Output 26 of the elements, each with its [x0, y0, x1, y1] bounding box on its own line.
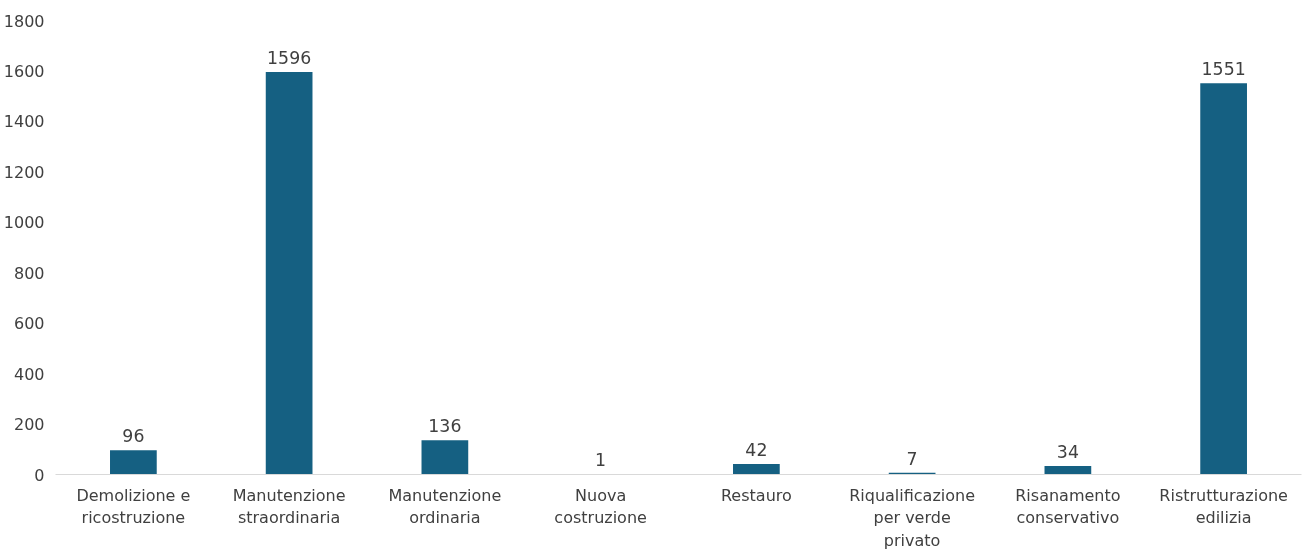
y-tick-label: 1200 [3, 162, 45, 182]
x-tick-label: Manutenzione ordinaria [388, 485, 502, 528]
x-tick-label: Demolizione e ricostruzione [76, 485, 191, 528]
y-tick-label: 600 [13, 314, 45, 334]
x-tick-label: Restauro [720, 485, 792, 505]
data-label: 42 [745, 439, 768, 460]
x-tick-label: Riqualificazione per verde privato [849, 485, 976, 551]
x-tick-label: Ristrutturazione edilizia [1159, 485, 1288, 528]
y-tick-label: 800 [13, 263, 45, 283]
x-tick-label: Nuova costruzione [554, 485, 647, 528]
data-label: 96 [122, 426, 145, 447]
data-label: 136 [428, 416, 462, 437]
y-tick-label: 400 [13, 364, 45, 384]
data-label: 1551 [1201, 59, 1246, 80]
data-label: 34 [1056, 441, 1079, 462]
data-label: 7 [906, 448, 918, 469]
x-tick-label: Manutenzione straordinaria [232, 485, 346, 528]
data-label: 1596 [267, 47, 312, 68]
y-tick-label: 1000 [3, 213, 45, 233]
y-tick-label: 1800 [3, 11, 45, 31]
y-tick-label: 1600 [3, 61, 45, 81]
y-tick-label: 200 [13, 415, 45, 435]
x-tick-label: Risanamento conservativo [1015, 485, 1121, 528]
y-tick-label: 0 [34, 465, 45, 485]
y-tick-label: 1400 [3, 112, 45, 132]
data-label: 1 [595, 450, 607, 471]
